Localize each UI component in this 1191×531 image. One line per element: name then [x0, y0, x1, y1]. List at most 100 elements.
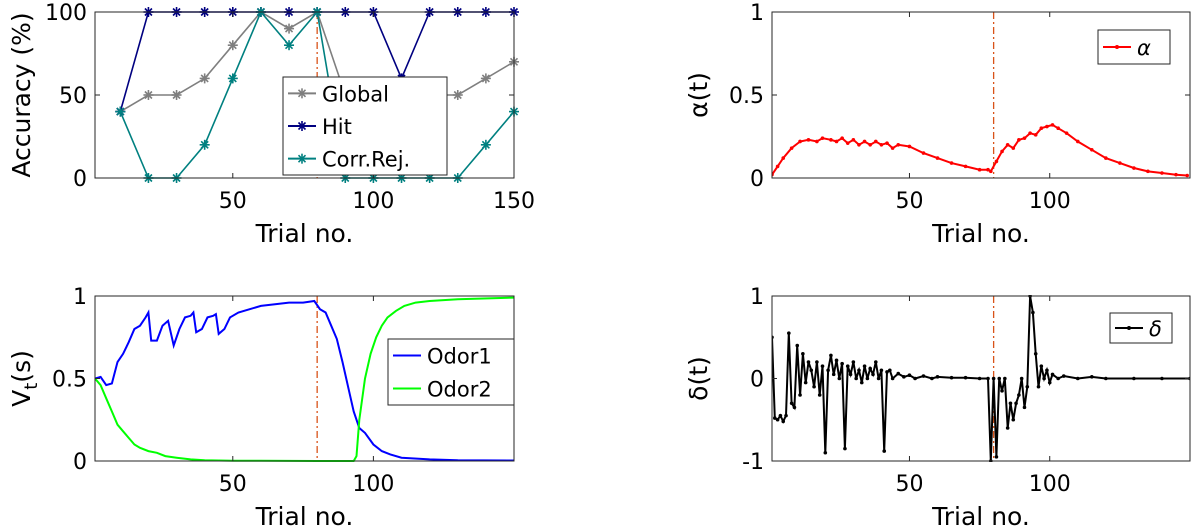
data-point	[1047, 380, 1052, 385]
y-tick-label: -1	[742, 450, 764, 475]
data-point	[801, 351, 805, 356]
series-line-1	[772, 295, 1190, 462]
data-point	[930, 376, 934, 381]
data-point	[284, 23, 295, 34]
legend-label: Corr.Rej.	[322, 148, 410, 172]
x-tick-label: 50	[219, 472, 247, 497]
data-point	[994, 455, 999, 459]
x-axis-label: Trial no.	[931, 502, 1030, 531]
data-point	[775, 417, 780, 422]
data-point	[834, 358, 839, 363]
data-point	[1090, 375, 1094, 379]
data-point	[792, 405, 797, 410]
data-point	[829, 138, 833, 142]
data-point	[775, 164, 780, 169]
data-point	[820, 364, 825, 368]
x-axis-label: Trial no.	[255, 502, 354, 531]
data-point	[986, 376, 990, 381]
x-tick-label: 150	[493, 189, 535, 214]
y-tick-label: 1	[750, 1, 764, 26]
data-point	[879, 143, 884, 147]
data-point	[1005, 143, 1010, 147]
data-point	[1036, 384, 1041, 389]
y-axis-label: Accuracy (%)	[7, 12, 36, 177]
data-point	[787, 331, 791, 335]
data-point	[817, 393, 822, 397]
data-point	[1019, 376, 1024, 381]
legend: δ	[1109, 312, 1173, 344]
data-point	[896, 371, 901, 376]
data-point	[1050, 372, 1055, 377]
data-point	[845, 364, 850, 368]
data-point	[815, 139, 819, 144]
data-point	[989, 169, 993, 174]
legend-label: Global	[322, 82, 389, 106]
data-point	[1050, 123, 1055, 127]
data-point	[991, 376, 996, 381]
data-point	[857, 143, 861, 147]
data-point	[859, 380, 864, 385]
data-point	[868, 143, 872, 147]
data-point	[1075, 139, 1080, 144]
data-point	[885, 370, 889, 374]
y-axis-label: Vt(s)	[7, 350, 42, 407]
y-tick-label: 0	[73, 450, 87, 475]
data-point	[949, 161, 954, 165]
data-point	[888, 368, 892, 373]
data-point	[1000, 389, 1004, 393]
y-tick-label: 0	[750, 167, 764, 192]
data-point	[480, 139, 491, 150]
data-point	[921, 151, 926, 155]
y-axis-label: α(t)	[684, 72, 713, 118]
series-line-1	[95, 299, 514, 462]
data-point	[1075, 376, 1080, 381]
data-point	[823, 450, 828, 455]
data-point	[784, 413, 788, 418]
data-point	[890, 146, 895, 150]
data-point	[1104, 156, 1108, 160]
data-point	[1033, 133, 1038, 137]
data-point	[840, 136, 844, 140]
legend-label: δ	[1149, 317, 1162, 341]
data-point	[873, 360, 878, 364]
data-point	[994, 159, 999, 164]
data-point	[199, 73, 210, 84]
data-point	[876, 376, 881, 381]
data-point	[907, 144, 912, 149]
y-tick-label: 1	[73, 285, 87, 310]
data-point	[812, 384, 816, 389]
y-tick-label: 50	[59, 84, 87, 109]
data-point	[997, 376, 1002, 381]
legend: Odor1 Odor2	[387, 338, 515, 406]
data-point	[1056, 376, 1060, 381]
data-point	[1022, 405, 1027, 410]
data-point	[848, 372, 853, 377]
data-point	[1022, 136, 1027, 140]
data-point	[452, 90, 463, 100]
data-point	[115, 106, 126, 117]
data-point	[1000, 149, 1004, 154]
data-point	[829, 353, 833, 358]
data-point	[227, 73, 238, 84]
data-point	[840, 361, 844, 366]
legend-marker	[297, 121, 307, 131]
legend-box	[387, 338, 515, 406]
data-point	[1011, 146, 1016, 150]
legend-label: Odor1	[427, 345, 492, 369]
data-point	[809, 368, 814, 373]
data-point	[781, 419, 786, 424]
data-point	[1160, 376, 1164, 381]
data-point	[1011, 417, 1016, 422]
data-point	[1025, 384, 1030, 389]
data-point	[963, 164, 968, 169]
data-point	[820, 136, 825, 140]
data-point	[1104, 376, 1108, 381]
data-point	[826, 368, 830, 373]
data-point	[798, 139, 802, 144]
data-point	[1160, 171, 1164, 175]
y-tick-label: 0.5	[729, 84, 764, 109]
x-tick-label: 50	[219, 189, 247, 214]
x-axis-label: Trial no.	[931, 219, 1030, 248]
data-point	[789, 146, 794, 150]
legend: α	[1097, 29, 1171, 65]
